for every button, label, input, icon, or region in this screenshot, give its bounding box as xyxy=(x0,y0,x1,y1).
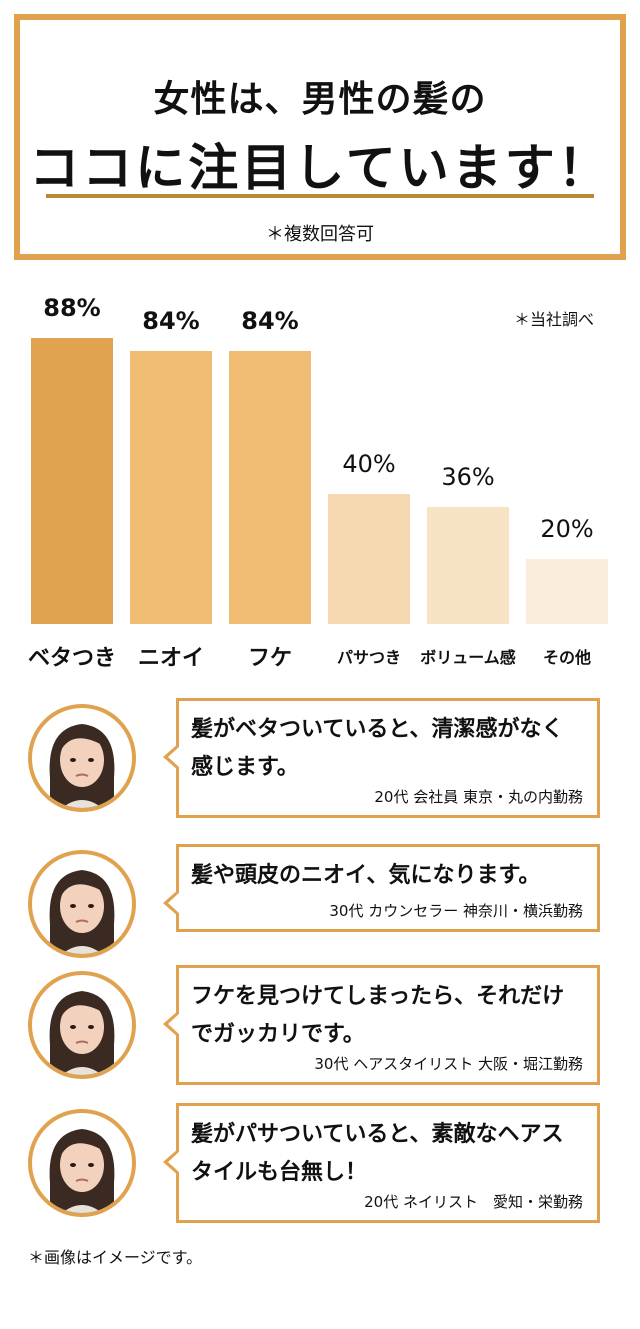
testimonial-author: 30代 ヘアスタイリスト 大阪・堀江勤務 xyxy=(314,1055,583,1073)
testimonial-quote: 髪や頭皮のニオイ、気になります。 xyxy=(191,863,541,888)
category-label: その他 xyxy=(542,648,591,667)
speech-bubble: 髪や頭皮のニオイ、気になります。 30代 カウンセラー 神奈川・横浜勤務 xyxy=(163,844,600,932)
bar-5 xyxy=(427,507,509,624)
bar-3 xyxy=(229,351,311,624)
avatar xyxy=(28,704,136,812)
bar-value-label: 40% xyxy=(342,450,396,478)
bar-value-label: 36% xyxy=(441,463,495,491)
testimonial-quote: フケを見つけてしまったら、それだけでガッカリです。 xyxy=(191,984,565,1047)
bar-4 xyxy=(328,494,410,624)
woman-face-icon xyxy=(49,724,115,808)
category-label: フケ xyxy=(247,646,292,671)
bar-value-label: 84% xyxy=(142,307,200,335)
testimonial-quote: 髪がパサついていると、素敵なヘアスタイルも台無し！ xyxy=(191,1122,564,1185)
image-disclaimer: ＊画像はイメージです。 xyxy=(28,1248,203,1267)
testimonial-4: 髪がパサついていると、素敵なヘアスタイルも台無し！ 20代 ネイリスト 愛知・栄勤… xyxy=(0,1103,640,1231)
title-underline xyxy=(46,194,594,198)
survey-source-note: ＊当社調べ xyxy=(513,310,594,329)
bar-value-label: 84% xyxy=(241,307,299,335)
bar-value-label: 88% xyxy=(43,294,101,322)
testimonial-author: 20代 会社員 東京・丸の内勤務 xyxy=(374,788,583,806)
title-line-2: ココに注目しています！ xyxy=(29,139,611,197)
testimonial-quote: 髪がベタついていると、清潔感がなく感じます。 xyxy=(191,717,564,780)
multiple-answers-note: ＊複数回答可 xyxy=(266,224,374,245)
bar-chart: ＊当社調べ 88% ベタつき 84% ニオイ 84% フケ 40% パサつき 36% ボリューム感… xyxy=(0,260,640,680)
woman-face-icon xyxy=(49,991,115,1075)
bar-1 xyxy=(31,338,113,624)
speech-bubble: 髪がパサついていると、素敵なヘアスタイルも台無し！ 20代 ネイリスト 愛知・栄勤… xyxy=(163,1103,600,1223)
title-box: 女性は、男性の髪の ココに注目しています！ ＊複数回答可 xyxy=(14,14,626,260)
bar-value-label: 20% xyxy=(540,515,594,543)
category-label: ニオイ xyxy=(137,646,204,671)
testimonial-author: 30代 カウンセラー 神奈川・横浜勤務 xyxy=(329,902,583,920)
avatar xyxy=(28,850,136,958)
testimonial-3: フケを見つけてしまったら、それだけでガッカリです。 30代 ヘアスタイリスト 大阪… xyxy=(0,965,640,1093)
category-label: ボリューム感 xyxy=(420,648,516,667)
category-label: ベタつき xyxy=(27,646,116,671)
testimonial-author: 20代 ネイリスト 愛知・栄勤務 xyxy=(364,1193,583,1211)
bar-2 xyxy=(130,351,212,624)
avatar xyxy=(28,1109,136,1217)
bar-6 xyxy=(526,559,608,624)
speech-bubble: 髪がベタついていると、清潔感がなく感じます。 20代 会社員 東京・丸の内勤務 xyxy=(163,698,600,818)
avatar xyxy=(28,971,136,1079)
speech-bubble: フケを見つけてしまったら、それだけでガッカリです。 30代 ヘアスタイリスト 大阪… xyxy=(163,965,600,1085)
category-label: パサつき xyxy=(336,648,401,667)
testimonial-1: 髪がベタついていると、清潔感がなく感じます。 20代 会社員 東京・丸の内勤務 xyxy=(0,698,640,826)
woman-face-icon xyxy=(49,1129,115,1213)
title-line-1: 女性は、男性の髪の xyxy=(153,79,487,120)
testimonial-2: 髪や頭皮のニオイ、気になります。 30代 カウンセラー 神奈川・横浜勤務 xyxy=(0,844,640,972)
woman-face-icon xyxy=(49,870,115,954)
